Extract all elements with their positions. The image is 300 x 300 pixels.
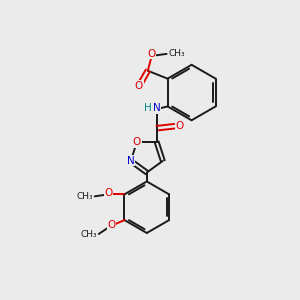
Text: O: O [148,49,156,59]
Text: CH₃: CH₃ [169,50,185,58]
Text: O: O [133,137,141,147]
Text: O: O [104,188,113,198]
Text: O: O [135,81,143,91]
Text: CH₃: CH₃ [76,192,93,201]
Text: H: H [144,103,152,113]
Text: CH₃: CH₃ [80,230,97,239]
Text: O: O [107,220,116,230]
Text: N: N [127,156,135,166]
Text: N: N [153,103,160,113]
Text: O: O [176,121,184,131]
